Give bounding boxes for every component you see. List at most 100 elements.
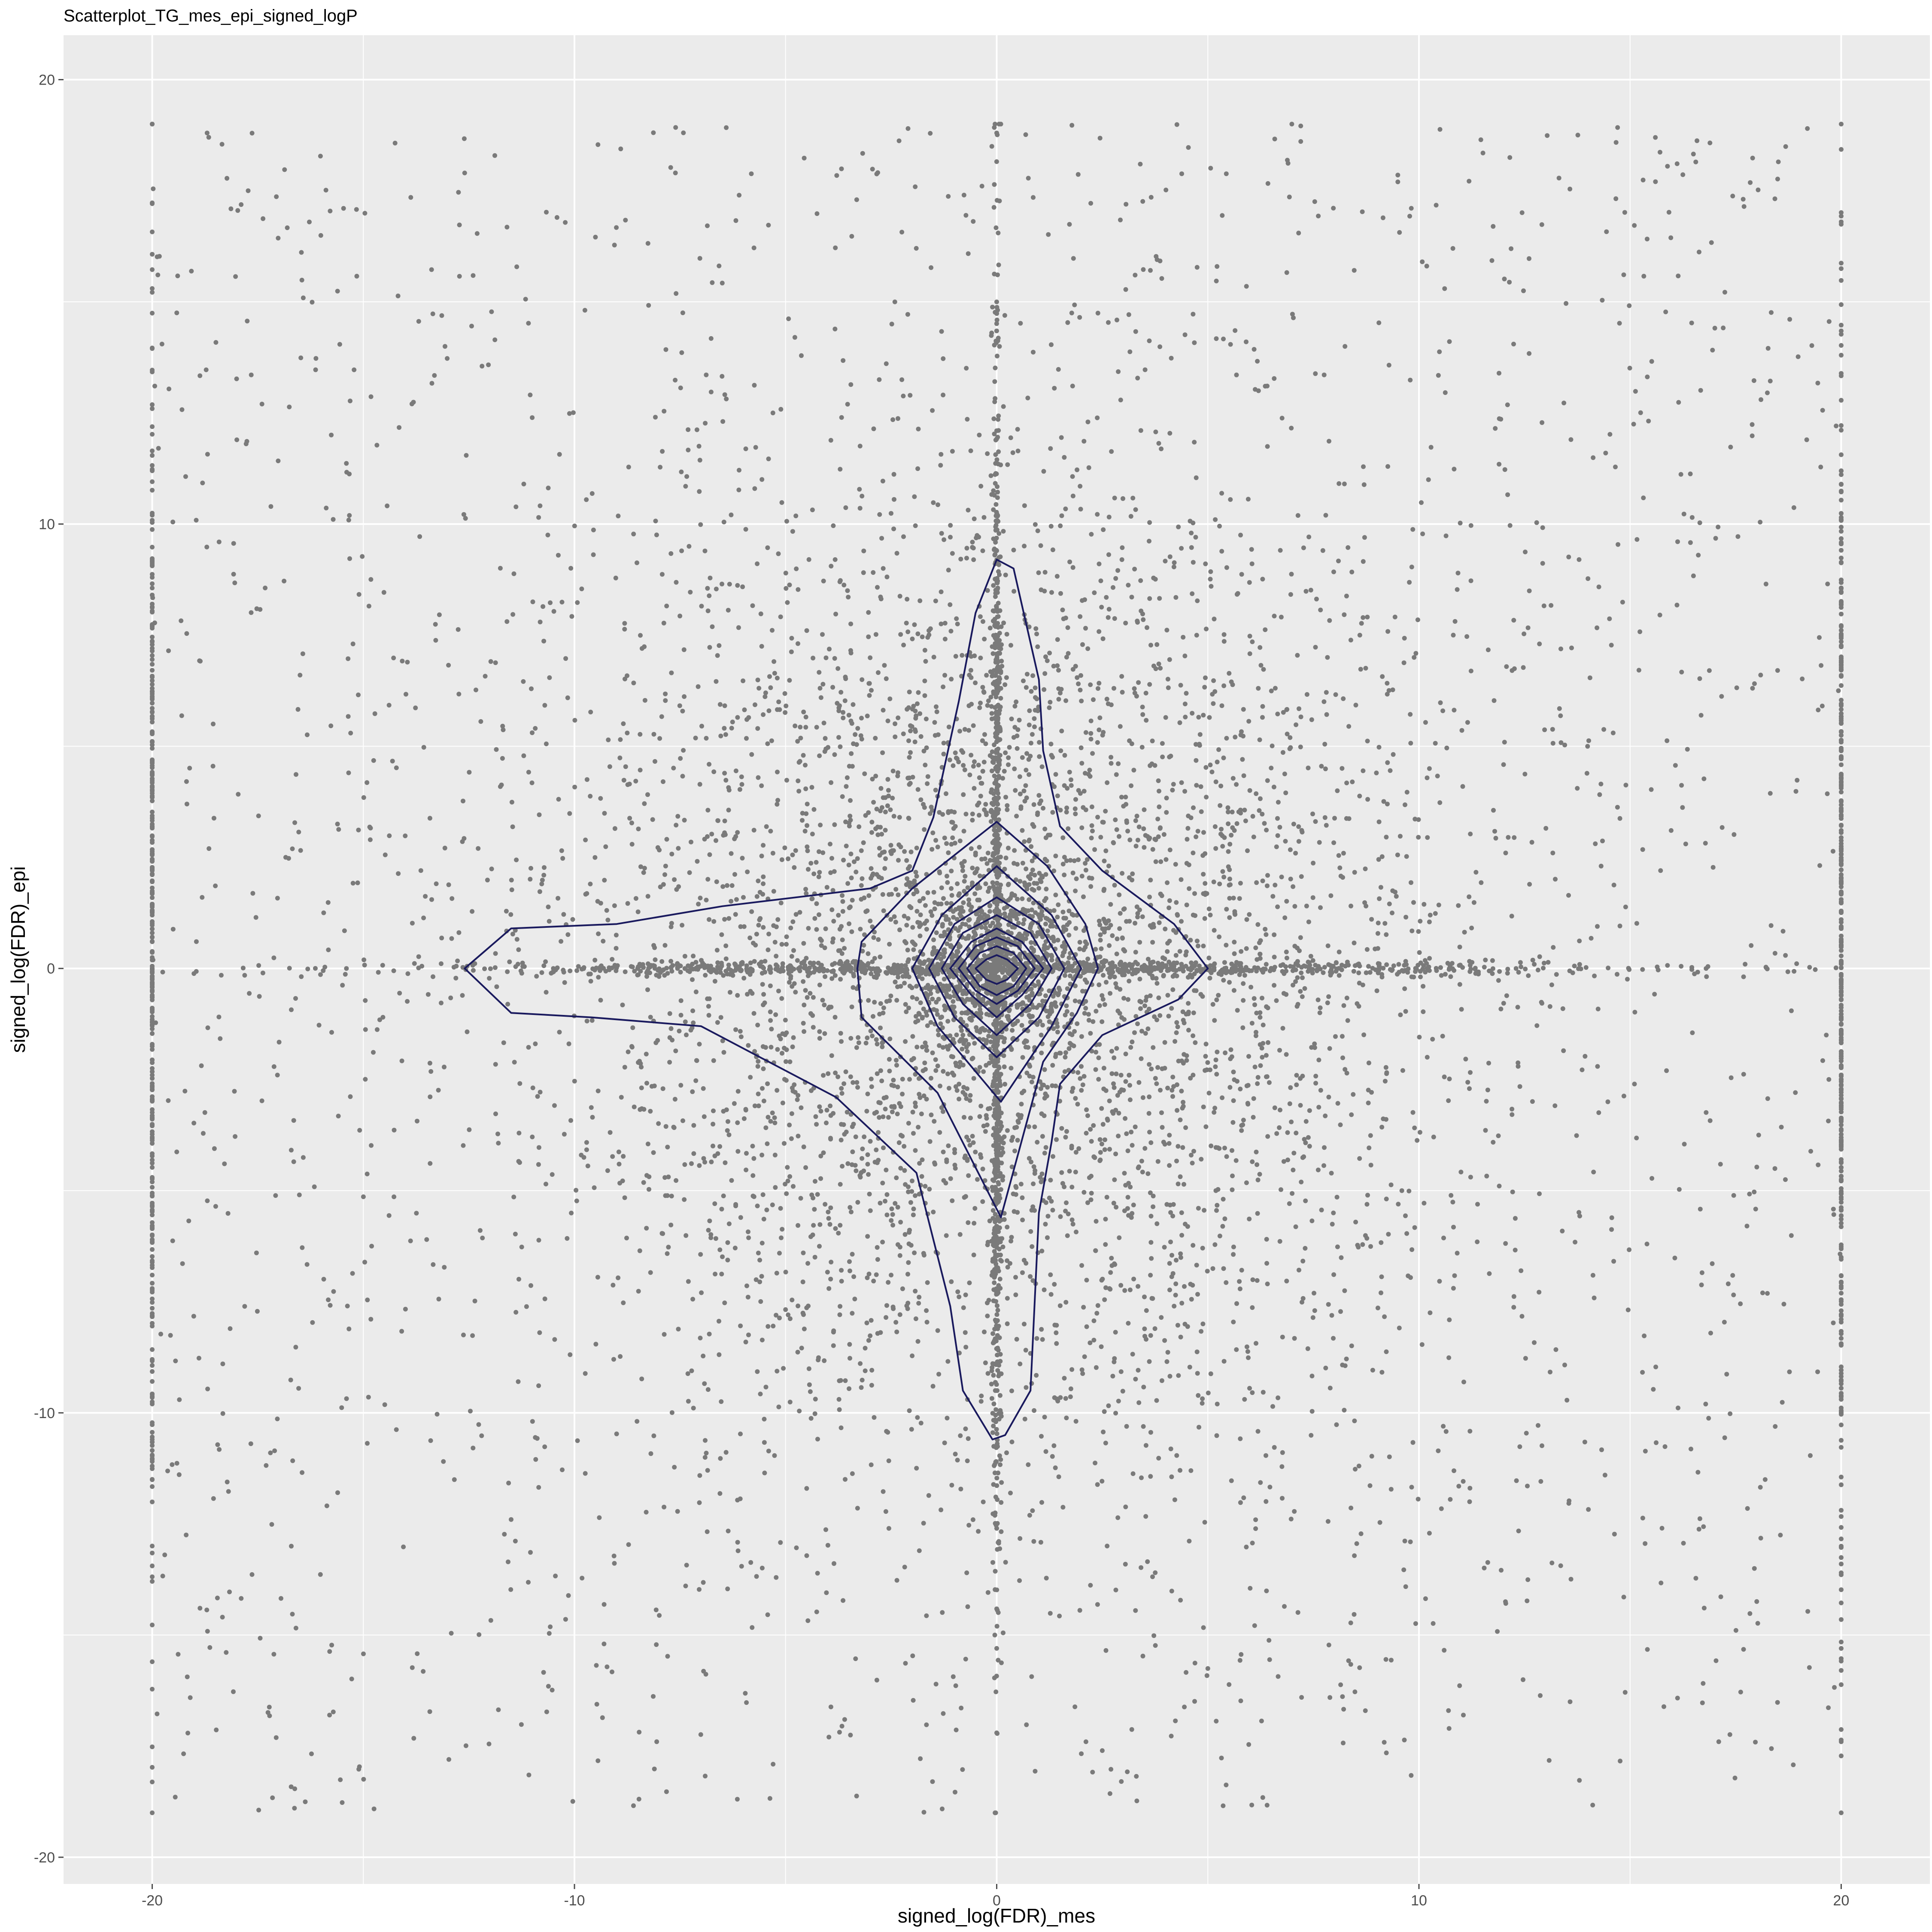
data-point <box>838 1425 844 1431</box>
data-point <box>1031 1181 1036 1186</box>
data-point <box>1178 1598 1183 1603</box>
data-point <box>1825 791 1830 796</box>
data-point <box>872 1111 877 1116</box>
data-point <box>1362 900 1367 905</box>
data-point <box>1009 1388 1014 1394</box>
data-point <box>1329 1171 1334 1176</box>
data-point <box>1204 891 1209 896</box>
data-point <box>1348 638 1353 643</box>
data-point <box>1013 1275 1018 1280</box>
data-point <box>953 750 958 755</box>
data-point <box>877 846 882 851</box>
data-point <box>941 1711 946 1716</box>
data-point <box>723 943 729 948</box>
data-point <box>644 1051 649 1057</box>
data-point <box>1218 784 1224 789</box>
data-point <box>1179 1233 1185 1238</box>
data-point <box>921 1251 926 1256</box>
data-point <box>914 874 919 879</box>
data-point <box>889 1206 894 1212</box>
data-point <box>1265 181 1270 186</box>
data-point <box>947 1086 951 1091</box>
data-point <box>981 1124 986 1129</box>
data-point <box>981 1499 986 1504</box>
data-point <box>722 726 727 731</box>
data-point <box>810 896 815 901</box>
data-point <box>150 795 155 800</box>
data-point <box>1067 1169 1072 1174</box>
data-point <box>965 885 970 890</box>
data-point <box>1191 1148 1196 1154</box>
data-point <box>1402 636 1407 641</box>
data-point <box>521 679 526 684</box>
data-point <box>1676 1405 1680 1410</box>
data-point <box>994 317 999 322</box>
data-point <box>1439 973 1444 978</box>
data-point <box>1050 547 1055 553</box>
data-point <box>1095 1482 1100 1487</box>
data-point <box>1255 1278 1260 1283</box>
data-point <box>337 342 342 347</box>
data-point <box>923 659 928 664</box>
data-point <box>726 1132 732 1137</box>
data-point <box>1318 905 1323 910</box>
data-point <box>1123 1561 1128 1567</box>
data-point <box>150 1321 155 1326</box>
data-point <box>766 1115 771 1120</box>
data-point <box>638 633 643 638</box>
data-point <box>958 1486 963 1492</box>
data-point <box>542 703 547 708</box>
data-point <box>1063 1054 1068 1060</box>
data-point <box>1303 1198 1308 1203</box>
data-point <box>832 326 838 331</box>
data-point <box>536 1145 541 1150</box>
data-point <box>1789 1233 1794 1238</box>
data-point <box>1292 944 1297 949</box>
data-point <box>1378 885 1383 890</box>
data-point <box>1293 1224 1298 1229</box>
data-point <box>1219 1756 1224 1761</box>
data-point <box>298 848 303 853</box>
data-point <box>1116 761 1121 766</box>
data-point <box>150 310 155 316</box>
data-point <box>465 1029 470 1034</box>
data-point <box>1284 899 1289 904</box>
data-point <box>973 680 978 685</box>
data-point <box>477 1228 483 1233</box>
data-point <box>1238 1698 1243 1704</box>
data-point <box>923 1040 928 1045</box>
data-point <box>340 983 345 988</box>
data-point <box>1775 668 1780 673</box>
data-point <box>828 1103 833 1109</box>
data-point <box>803 1165 808 1170</box>
data-point <box>697 1500 702 1505</box>
data-point <box>892 914 897 919</box>
data-point <box>720 884 726 889</box>
data-point <box>1005 462 1010 467</box>
data-point <box>1467 1086 1472 1091</box>
data-point <box>1065 986 1070 991</box>
data-point <box>1190 591 1195 596</box>
data-point <box>1409 206 1414 211</box>
data-point <box>784 778 789 783</box>
data-point <box>840 899 845 904</box>
data-point <box>235 208 240 213</box>
data-point <box>1839 1284 1844 1288</box>
data-point <box>931 655 936 659</box>
data-point <box>769 1045 774 1050</box>
data-point <box>614 968 619 973</box>
data-point <box>1039 1086 1043 1091</box>
data-point <box>293 1345 298 1350</box>
data-point <box>801 1021 806 1026</box>
data-point <box>902 1232 908 1237</box>
data-point <box>1188 1075 1193 1081</box>
data-point <box>1491 224 1496 229</box>
data-point <box>1361 559 1366 564</box>
data-point <box>1164 1202 1170 1207</box>
data-point <box>1388 768 1393 773</box>
data-point <box>923 762 928 768</box>
data-point <box>1071 256 1076 261</box>
data-point <box>1455 1251 1460 1256</box>
data-point <box>345 1303 350 1309</box>
data-point <box>1665 963 1670 968</box>
